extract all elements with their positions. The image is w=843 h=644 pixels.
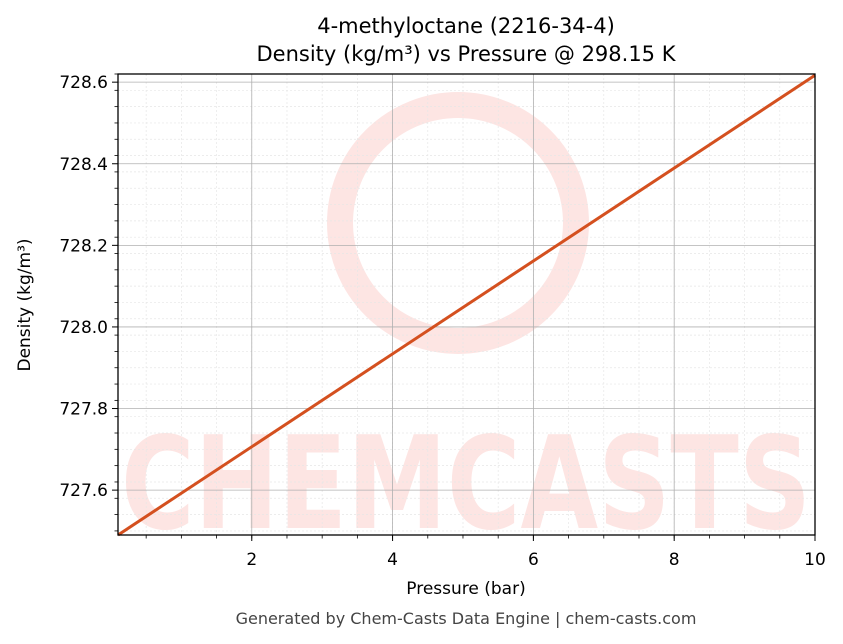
x-tick-labels: 2 4 6 8 10	[246, 550, 825, 570]
footer-credit: Generated by Chem-Casts Data Engine | ch…	[236, 609, 697, 628]
watermark-logo-ring	[327, 92, 589, 354]
density-line	[117, 73, 816, 537]
y-tick-label: 728.4	[59, 155, 108, 175]
y-tick-label: 727.6	[59, 481, 108, 501]
x-axis-label: Pressure (bar)	[406, 579, 525, 599]
y-tick-label: 727.8	[59, 400, 108, 420]
x-tick-label: 2	[246, 550, 257, 570]
watermark-text: CHEMCASTS	[121, 410, 811, 559]
y-axis-label: Density (kg/m³)	[15, 238, 35, 371]
y-tick-label: 728.2	[59, 236, 108, 256]
series-layer	[117, 73, 816, 537]
tick-marks	[112, 73, 816, 541]
x-tick-label: 6	[528, 550, 539, 570]
x-tick-label: 10	[804, 550, 826, 570]
chart-subtitle: Density (kg/m³) vs Pressure @ 298.15 K	[256, 42, 676, 66]
x-tick-label: 4	[387, 550, 398, 570]
watermark: CHEMCASTS	[121, 92, 811, 559]
y-tick-labels: 727.6 727.8 728.0 728.2 728.4 728.6	[59, 73, 108, 501]
y-tick-label: 728.0	[59, 318, 108, 338]
y-tick-label: 728.6	[59, 73, 108, 93]
plot-frame	[117, 73, 816, 536]
x-tick-label: 8	[669, 550, 680, 570]
chart-title: 4-methyloctane (2216-34-4)	[317, 14, 615, 38]
